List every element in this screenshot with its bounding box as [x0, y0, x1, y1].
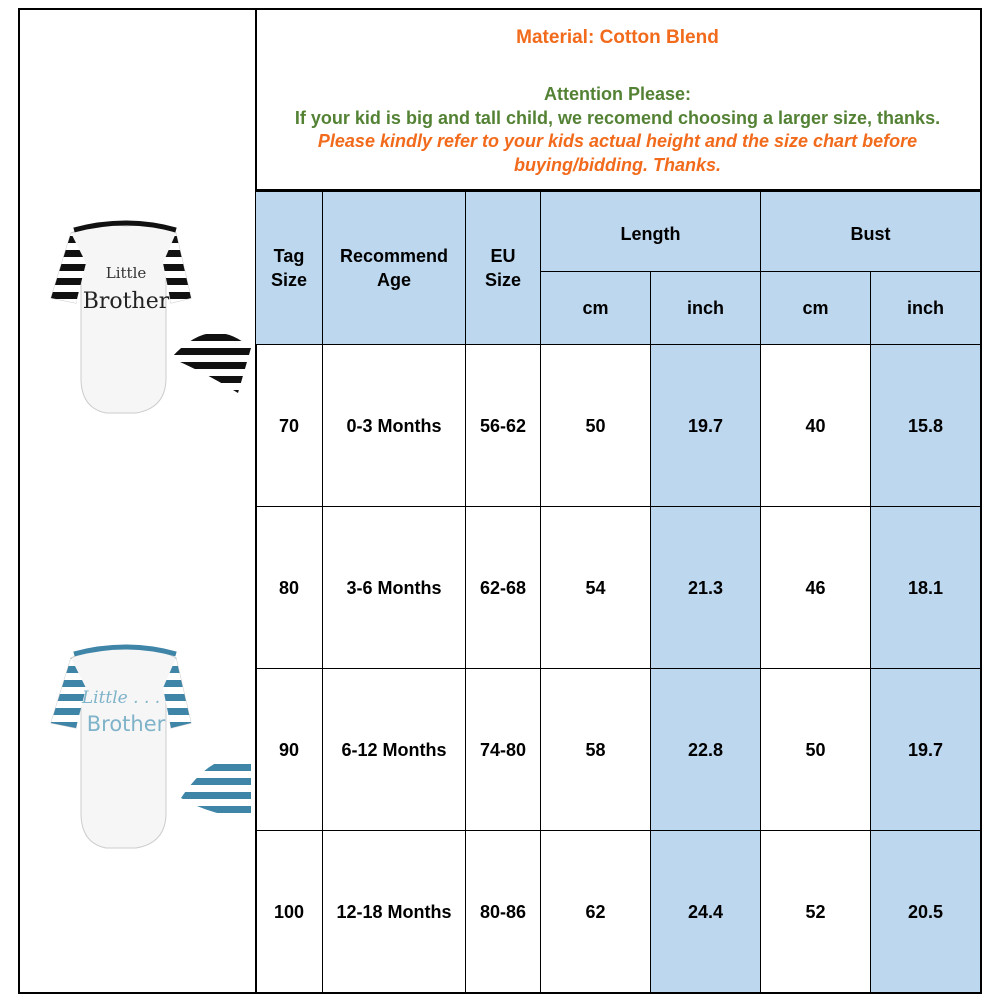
cell-bust-cm: 52	[760, 830, 871, 993]
cell-age: 6-12 Months	[322, 668, 466, 831]
cell-bust-in: 18.1	[870, 506, 981, 669]
print-line-2: Brother	[87, 712, 166, 736]
cell-bust-cm: 46	[760, 506, 871, 669]
header-recommend-age: Recommend Age	[322, 189, 466, 345]
header-bust: Bust	[760, 189, 981, 272]
cell-len-cm: 62	[540, 830, 651, 993]
refer-text: Please kindly refer to your kids actual …	[257, 129, 978, 177]
cell-eu: 74-80	[465, 668, 541, 831]
cell-age: 3-6 Months	[322, 506, 466, 669]
cell-bust-in: 19.7	[870, 668, 981, 831]
header-length: Length	[540, 189, 761, 272]
header-length-cm: cm	[540, 271, 651, 345]
refer-line-2: buying/bidding. Thanks.	[514, 155, 721, 175]
header-bust-inch: inch	[870, 271, 981, 345]
header-length-inch: inch	[650, 271, 761, 345]
print-line-1: Little	[106, 264, 147, 282]
refer-line-1: Please kindly refer to your kids actual …	[317, 131, 918, 151]
table-row: 80 3-6 Months 62-68 54 21.3 46 18.1	[255, 506, 981, 669]
header-bust-cm: cm	[760, 271, 871, 345]
cell-tag: 80	[255, 506, 323, 669]
print-line-1: Little . . .	[81, 688, 160, 708]
notice-panel: Material: Cotton Blend Attention Please:…	[257, 10, 978, 190]
cell-tag: 70	[255, 344, 323, 507]
cell-eu: 56-62	[465, 344, 541, 507]
cell-len-in: 21.3	[650, 506, 761, 669]
cell-tag: 100	[255, 830, 323, 993]
cell-len-in: 22.8	[650, 668, 761, 831]
header-tag-size: Tag Size	[255, 189, 323, 345]
cell-age: 0-3 Months	[322, 344, 466, 507]
cell-len-cm: 54	[540, 506, 651, 669]
cell-len-in: 24.4	[650, 830, 761, 993]
material-text: Material: Cotton Blend	[516, 27, 719, 48]
cell-len-cm: 58	[540, 668, 651, 831]
black-striped-romper-with-hat-icon: Little Brother	[50, 220, 251, 414]
table-row: 100 12-18 Months 80-86 62 24.4 52 20.5	[255, 830, 981, 993]
cell-bust-cm: 40	[760, 344, 871, 507]
cell-len-in: 19.7	[650, 344, 761, 507]
blue-striped-romper-with-hat-icon: Little . . . Brother	[50, 644, 251, 849]
cell-bust-in: 20.5	[870, 830, 981, 993]
cell-eu: 80-86	[465, 830, 541, 993]
table-row: 70 0-3 Months 56-62 50 19.7 40 15.8	[255, 344, 981, 507]
cell-bust-cm: 50	[760, 668, 871, 831]
cell-eu: 62-68	[465, 506, 541, 669]
attention-text: Attention Please: If your kid is big and…	[257, 82, 978, 130]
print-line-2: Brother	[83, 289, 170, 314]
size-chart-frame	[18, 8, 982, 994]
cell-len-cm: 50	[540, 344, 651, 507]
header-eu-size: EU Size	[465, 189, 541, 345]
attention-body: If your kid is big and tall child, we re…	[294, 108, 941, 128]
product-image-column: Little Brother Little . . . Brother	[18, 8, 257, 992]
cell-tag: 90	[255, 668, 323, 831]
cell-age: 12-18 Months	[322, 830, 466, 993]
cell-bust-in: 15.8	[870, 344, 981, 507]
table-row: 90 6-12 Months 74-80 58 22.8 50 19.7	[255, 668, 981, 831]
attention-title: Attention Please:	[543, 84, 692, 104]
size-table: Tag Size Recommend Age EU Size Length Bu…	[255, 189, 981, 993]
